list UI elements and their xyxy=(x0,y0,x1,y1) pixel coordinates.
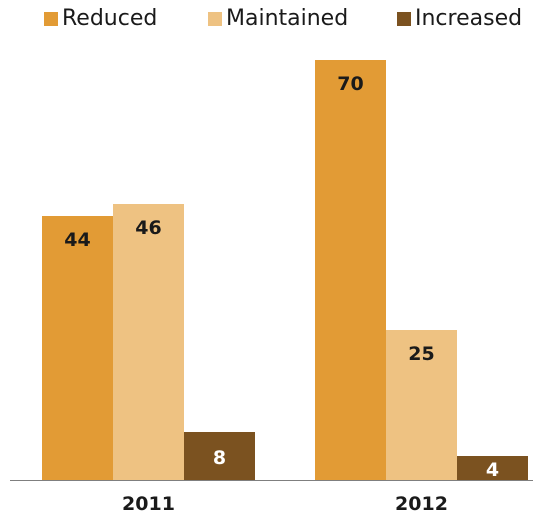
value-label-maintained-2012: 25 xyxy=(408,343,434,365)
bar-maintained-2012 xyxy=(386,330,457,480)
legend-swatch-reduced xyxy=(44,11,58,26)
bar-increased-2012 xyxy=(457,456,528,480)
legend-label-reduced: Reduced xyxy=(62,6,158,31)
value-label-increased-2012: 4 xyxy=(486,459,499,481)
x-tick-label-2011: 2011 xyxy=(122,493,175,513)
value-label-reduced-2011: 44 xyxy=(64,229,90,251)
x-tick-labels-layer: 2011 2012 xyxy=(122,493,448,513)
value-label-reduced-2012: 70 xyxy=(337,73,363,95)
legend-label-increased: Increased xyxy=(415,6,523,31)
bar-maintained-2011 xyxy=(113,204,184,480)
bar-increased-2011 xyxy=(184,432,255,480)
legend-swatch-maintained xyxy=(208,11,222,26)
value-label-maintained-2011: 46 xyxy=(135,217,161,239)
legend-swatch-increased xyxy=(397,11,411,26)
value-labels-layer: 44 46 8 70 25 4 xyxy=(64,73,499,481)
legend-item-increased: Increased xyxy=(397,6,522,31)
x-tick-label-2012: 2012 xyxy=(395,493,448,513)
bar-reduced-2011 xyxy=(42,216,113,480)
legend: Reduced Maintained Increased xyxy=(0,6,537,42)
bar-reduced-2012 xyxy=(315,60,386,480)
legend-item-maintained: Maintained xyxy=(208,6,348,31)
bars-layer xyxy=(42,60,528,480)
legend-item-reduced: Reduced xyxy=(44,6,157,31)
legend-label-maintained: Maintained xyxy=(226,6,349,31)
value-label-increased-2011: 8 xyxy=(213,447,226,469)
